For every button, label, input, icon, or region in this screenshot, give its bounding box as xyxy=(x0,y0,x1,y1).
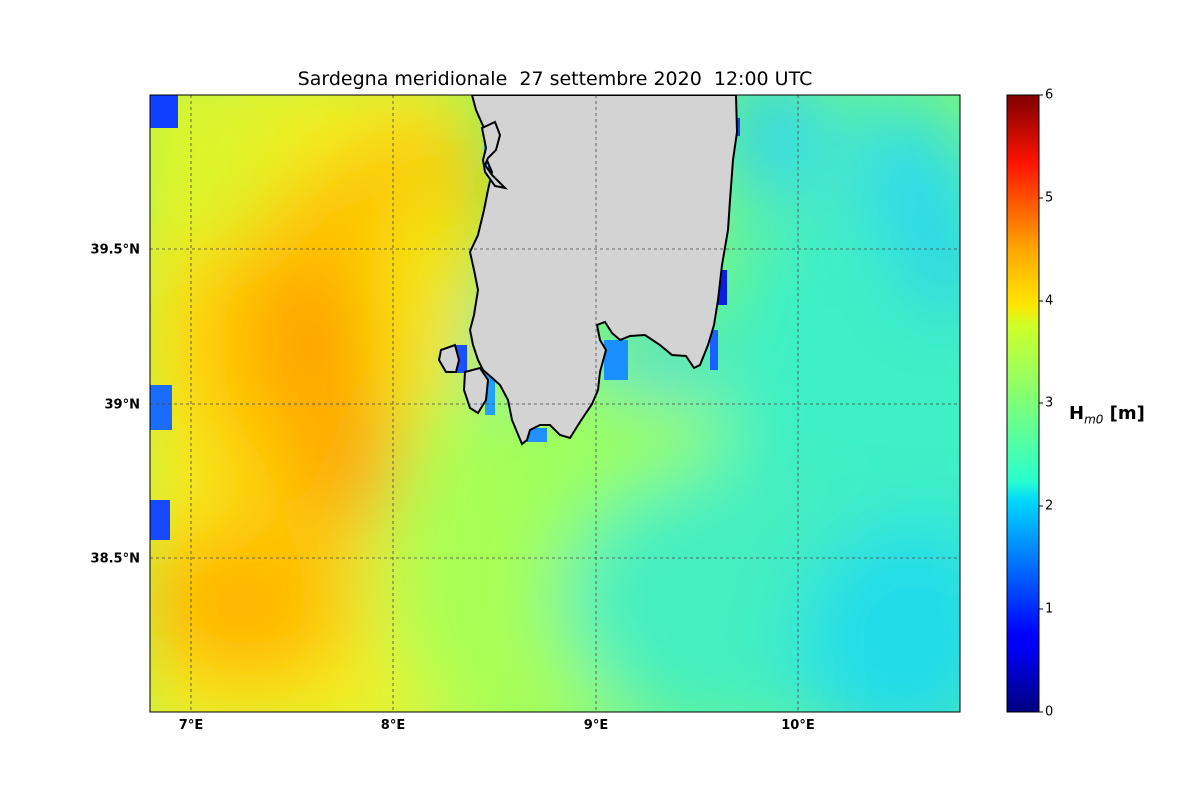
colorbar-label-main: H xyxy=(1069,403,1085,424)
colorbar-tick-label: 0 xyxy=(1045,704,1054,720)
map-frame xyxy=(149,94,961,713)
y-tick-label: 39°N xyxy=(104,397,140,413)
colorbar xyxy=(1006,94,1040,713)
colorbar-label-unit: [m] xyxy=(1103,403,1145,424)
x-tick-label: 9°E xyxy=(583,718,609,733)
sant-antioco-island xyxy=(462,366,490,415)
y-tick-label: 38.5°N xyxy=(90,551,140,567)
colorbar-label: Hm0 [m] xyxy=(1069,403,1145,427)
colorbar-tick-label: 5 xyxy=(1045,190,1054,206)
colorbar-tick-label: 2 xyxy=(1045,498,1054,514)
capo-frasca-peninsula xyxy=(480,120,509,190)
sardinia-landmass xyxy=(468,95,739,446)
colorbar-label-sub: m0 xyxy=(1084,412,1104,427)
colorbar-tick-label: 4 xyxy=(1045,293,1054,309)
san-pietro-island xyxy=(437,343,461,373)
x-tick-label: 7°E xyxy=(178,718,204,733)
x-tick-label: 10°E xyxy=(781,718,815,733)
y-tick-label: 39.5°N xyxy=(90,242,140,258)
colorbar-tick-marks xyxy=(1039,94,1043,713)
graticule xyxy=(150,95,960,712)
colorbar-tick-label: 6 xyxy=(1045,87,1054,103)
colorbar-tick-label: 1 xyxy=(1045,601,1054,617)
map-title: Sardegna meridionale 27 settembre 2020 1… xyxy=(297,68,813,90)
x-tick-label: 8°E xyxy=(380,718,406,733)
colorbar-tick-label: 3 xyxy=(1045,395,1054,411)
